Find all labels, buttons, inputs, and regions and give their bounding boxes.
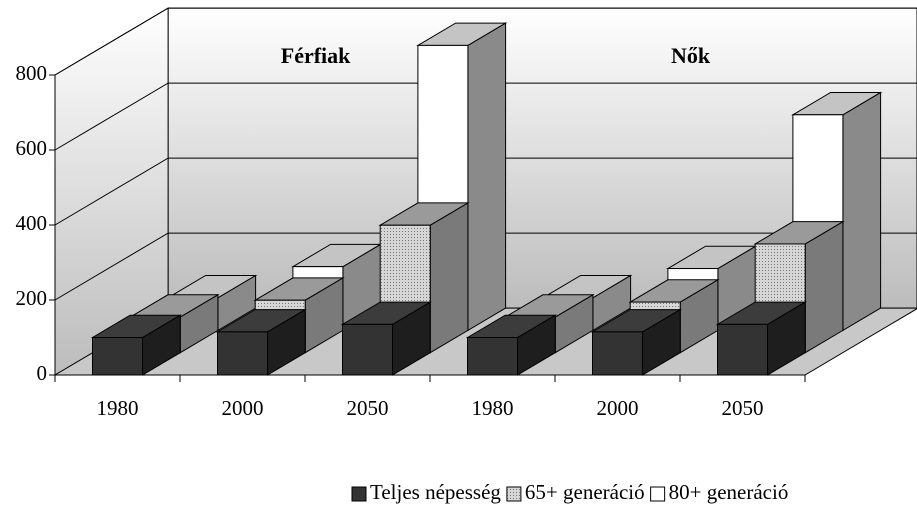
grid-line xyxy=(54,82,917,151)
annotation: Férfiak xyxy=(281,43,351,68)
grid-line xyxy=(54,7,917,76)
grid-line xyxy=(54,232,917,301)
annotation: Nők xyxy=(671,43,711,68)
legend-label: 80+ generáció xyxy=(669,480,789,504)
legend-label: 65+ generáció xyxy=(525,480,645,504)
bar-front xyxy=(342,323,393,376)
legend-swatch xyxy=(351,486,367,502)
bar-side xyxy=(429,202,469,354)
y-tick-label: 600 xyxy=(16,136,48,160)
bar-front xyxy=(467,337,518,376)
bar xyxy=(215,308,308,376)
bar xyxy=(715,301,808,376)
legend-swatch xyxy=(506,486,522,502)
bar xyxy=(465,314,558,376)
x-tick-label: 2050 xyxy=(722,396,764,420)
bar-side xyxy=(842,91,882,332)
grid-line xyxy=(54,157,917,226)
x-tick-label: 1980 xyxy=(472,396,514,420)
bar xyxy=(590,308,683,376)
bar-side xyxy=(467,22,507,332)
y-tick-label: 400 xyxy=(16,211,48,235)
bar-front xyxy=(592,331,643,376)
y-tick-label: 200 xyxy=(16,286,48,310)
bar-side xyxy=(804,220,844,354)
bar xyxy=(340,301,433,376)
legend-swatch xyxy=(650,486,666,502)
y-tick-label: 0 xyxy=(37,361,48,385)
bar xyxy=(90,314,183,376)
x-tick-label: 2000 xyxy=(222,396,264,420)
y-tick-label: 800 xyxy=(16,61,48,85)
bar-front xyxy=(92,337,143,376)
x-tick-label: 1980 xyxy=(97,396,139,420)
x-tick-label: 2050 xyxy=(347,396,389,420)
legend-label: Teljes népesség xyxy=(370,480,501,504)
bar-front xyxy=(217,331,268,376)
x-tick-label: 2000 xyxy=(597,396,639,420)
bar-front xyxy=(717,323,768,376)
